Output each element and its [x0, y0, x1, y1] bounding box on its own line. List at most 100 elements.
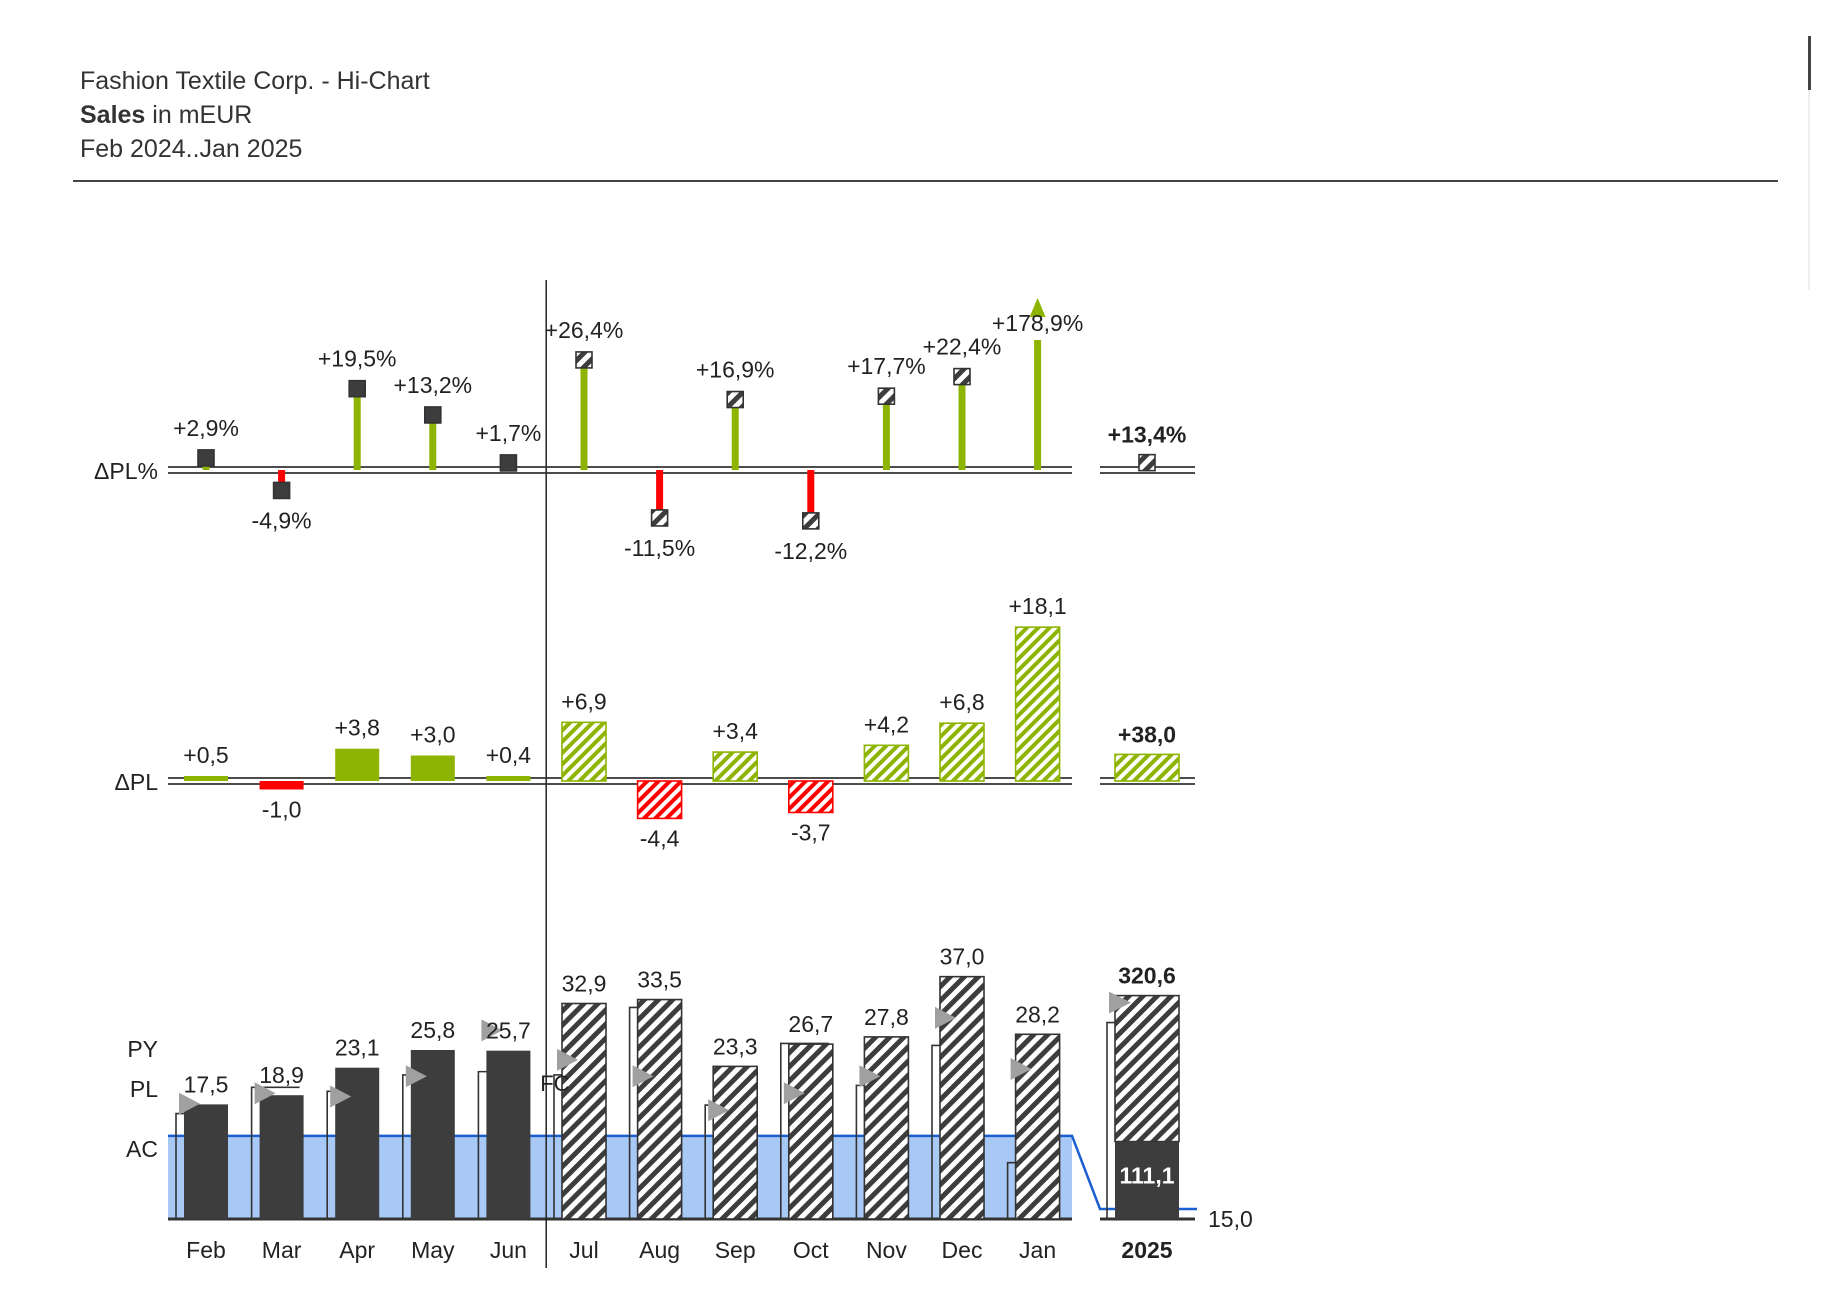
bar-value-label: 26,7 [788, 1011, 833, 1037]
pct-head-actual [348, 379, 367, 398]
delta-value-label: +18,1 [1008, 593, 1066, 619]
delta-bar-positive [712, 751, 759, 782]
delta-value-label: -4,4 [640, 825, 680, 851]
total-delta-bar [1114, 753, 1180, 782]
pct-head-forecast [575, 351, 593, 369]
pct-value-label: +178,9% [992, 310, 1083, 336]
measure-unit: in mEUR [145, 101, 253, 129]
py-row-label: PY [127, 1036, 158, 1062]
pct-head-actual [499, 454, 518, 472]
pct-head-forecast [801, 512, 820, 530]
bar-value-label: 18,9 [259, 1062, 304, 1088]
bar-value-label: 25,7 [486, 1018, 531, 1044]
pct-value-label: +16,9% [696, 357, 775, 383]
delta-value-label: +3,8 [334, 715, 379, 741]
marks-layer [175, 298, 1180, 1220]
measure-name: Sales [80, 101, 146, 129]
py-marker [1010, 1058, 1032, 1081]
total-value-label: 320,6 [1118, 963, 1176, 989]
py-marker [254, 1082, 276, 1105]
actual-bar [259, 1095, 304, 1219]
py-marker [783, 1082, 805, 1105]
py-marker [632, 1065, 654, 1088]
category-label: Jan [1019, 1237, 1056, 1263]
py-marker [179, 1092, 200, 1115]
period-title: Feb 2024..Jan 2025 [80, 135, 303, 163]
category-label: Jun [490, 1237, 527, 1263]
pct-head-forecast [953, 367, 971, 386]
category-label: Oct [793, 1237, 829, 1263]
category-label: Aug [639, 1237, 680, 1263]
category-label: Dec [942, 1237, 983, 1263]
forecast-bar [636, 998, 683, 1220]
delta-bar-positive [561, 721, 607, 782]
category-label: Apr [339, 1237, 375, 1263]
delta-bar-positive [410, 755, 455, 781]
measure-title: Sales in mEUR [80, 98, 430, 132]
delta-bar-negative [787, 780, 834, 814]
forecast-bar [1014, 1033, 1061, 1220]
pct-value-label: +13,2% [393, 372, 472, 398]
total-actual-label: 111,1 [1119, 1163, 1174, 1189]
py-marker [405, 1065, 427, 1088]
delta-value-label: +0,4 [486, 742, 532, 768]
total-actual-bar [1115, 1141, 1179, 1219]
delta-row-label: ΔPL [115, 769, 159, 795]
header-divider [73, 180, 1778, 182]
forecast-bar [863, 1036, 910, 1220]
total-delta-label: +38,0 [1118, 721, 1176, 747]
actual-bar [486, 1050, 531, 1219]
delta-value-label: +4,2 [864, 711, 909, 737]
total-pct-label: +13,4% [1108, 422, 1187, 448]
bar-value-label: 17,5 [184, 1071, 229, 1097]
bar-value-label: 27,8 [864, 1004, 909, 1030]
bar-value-label: 25,8 [410, 1017, 455, 1043]
company-title: Fashion Textile Corp. - Hi-Chart [80, 67, 430, 95]
delta-bar-positive [863, 744, 910, 782]
total-category-label: 2025 [1121, 1237, 1172, 1263]
pct-value-label: +17,7% [847, 353, 926, 379]
bar-value-label: 28,2 [1015, 1001, 1060, 1027]
actual-bar [184, 1104, 228, 1219]
bar-value-label: 37,0 [940, 944, 985, 970]
pct-value-label: +26,4% [545, 317, 624, 343]
py-marker [330, 1085, 352, 1108]
pct-value-label: +2,9% [173, 415, 239, 441]
bar-value-label: 23,3 [713, 1033, 758, 1059]
pct-head-actual [272, 481, 291, 500]
pl-row-label: PL [130, 1076, 158, 1102]
delta-value-label: +6,9 [561, 688, 606, 714]
py-marker [935, 1006, 956, 1029]
pct-head-actual [423, 406, 442, 424]
forecast-bar [787, 1043, 834, 1220]
delta-bar-positive [939, 722, 985, 782]
delta-value-label: +0,5 [183, 742, 228, 768]
py-marker [859, 1065, 881, 1088]
pct-value-label: +19,5% [318, 346, 397, 372]
pct-row-label: ΔPL% [94, 458, 158, 484]
total-plan-label: 15,0 [1208, 1206, 1253, 1232]
total-pct-head [1138, 453, 1156, 472]
pct-value-label: +1,7% [475, 420, 541, 446]
delta-bar-negative [259, 781, 304, 790]
delta-bar-positive [184, 776, 228, 781]
pct-value-label: -4,9% [252, 507, 312, 533]
actual-bar [335, 1067, 380, 1219]
scrollbar-thumb[interactable] [1808, 36, 1811, 90]
chart-header: Fashion Textile Corp. - Hi-Chart Sales i… [80, 64, 430, 166]
py-bar [250, 1086, 300, 1219]
delta-value-label: +6,8 [939, 689, 984, 715]
delta-value-label: +3,0 [410, 722, 455, 748]
py-marker [708, 1099, 730, 1122]
plan-band-layer [168, 1134, 1197, 1219]
category-label: Feb [186, 1237, 226, 1263]
pct-head-forecast [726, 390, 745, 409]
ac-row-label: AC [126, 1136, 158, 1162]
delta-bar-positive [1014, 626, 1061, 782]
forecast-bar [561, 1002, 607, 1220]
delta-bar-negative [636, 780, 683, 820]
delta-value-label: +3,4 [712, 718, 758, 744]
total-py-marker [1109, 991, 1131, 1014]
pct-value-label: -11,5% [624, 535, 695, 561]
